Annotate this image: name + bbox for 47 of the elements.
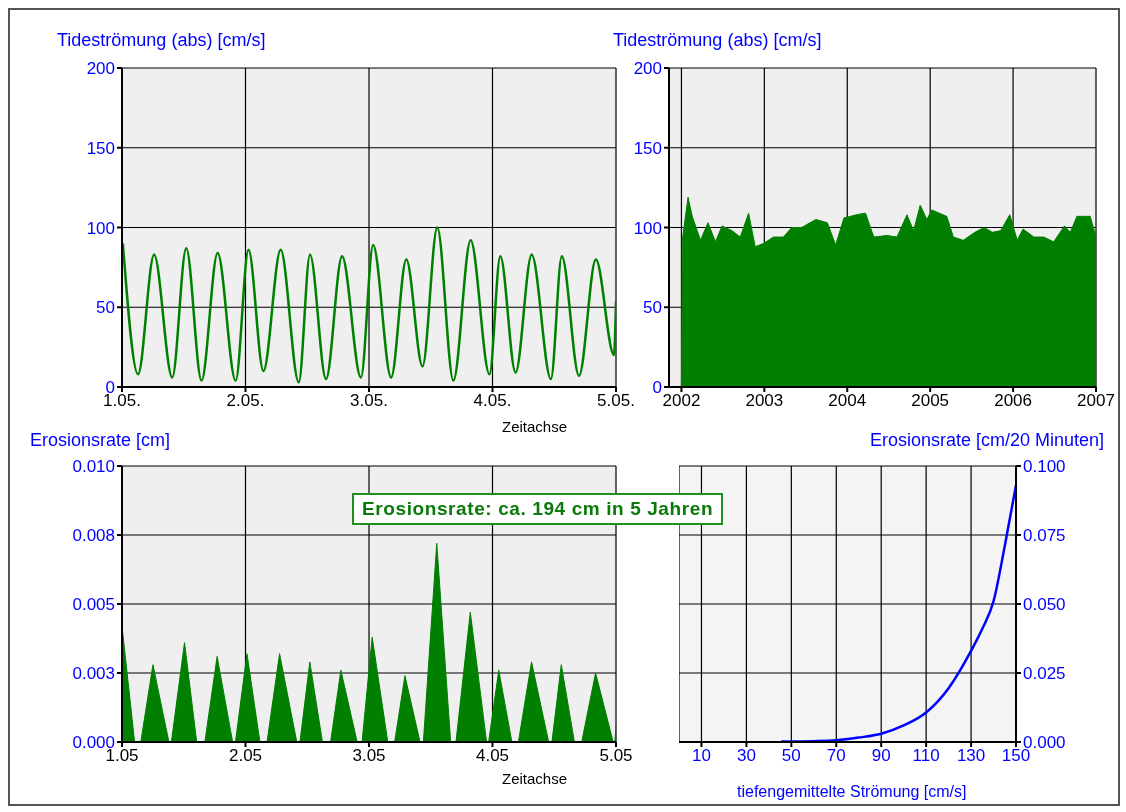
- y-tick-label: 150: [633, 138, 662, 158]
- y2-tick-label: 0.050: [1023, 595, 1066, 615]
- x-tick-label: 2.05: [228, 746, 263, 766]
- x-tick-label: 2006: [994, 391, 1032, 411]
- y-tick-label: 0.008: [72, 526, 115, 546]
- x-tick-label: 2002: [662, 391, 701, 411]
- y-axis-title: Tideströmung (abs) [cm/s]: [57, 30, 266, 51]
- y-tick-label: 200: [86, 59, 115, 79]
- x-tick-label: 5.05: [599, 746, 633, 766]
- x-axis-title: Zeitachse: [502, 770, 568, 787]
- y-axis-title: Erosionsrate [cm]: [30, 430, 171, 451]
- annotation: Erosionsrate: ca. 194 cm in 5 Jahren: [352, 493, 724, 525]
- x-tick-label: 5.05.: [597, 391, 635, 411]
- x-axis-title: Zeitachse: [502, 418, 568, 435]
- y-tick-label: 0.003: [72, 664, 115, 684]
- y-axis-title: Tideströmung (abs) [cm/s]: [613, 30, 822, 51]
- x-tick-label: 90: [871, 746, 891, 766]
- x-tick-label: 30: [736, 746, 756, 766]
- y-tick-label: 50: [96, 298, 115, 318]
- line-series: [779, 484, 1016, 742]
- y-tick-label: 0.010: [72, 457, 115, 477]
- y-tick-label: 100: [86, 218, 115, 238]
- y-tick-label: 150: [86, 138, 115, 158]
- y-tick-label: 100: [633, 218, 662, 238]
- y2-axis-title: Erosionsrate [cm/20 Minuten]: [869, 430, 1104, 451]
- x-tick-label: 4.05: [475, 746, 510, 766]
- x-tick-label: 70: [826, 746, 846, 766]
- x-tick-label: 10: [692, 746, 711, 766]
- x-tick-label: 2007: [1077, 391, 1115, 411]
- y2-tick-label: 0.075: [1023, 526, 1066, 546]
- x-tick-label: 2004: [828, 391, 867, 411]
- x-tick-label: 3.05: [352, 746, 386, 766]
- x-tick-label: 3.05.: [350, 391, 388, 411]
- y2-tick-label: 0.025: [1023, 664, 1066, 684]
- y2-tick-label: 0.100: [1023, 457, 1066, 477]
- y-tick-label: 0: [652, 378, 662, 398]
- x-tick-label: 50: [781, 746, 801, 766]
- y-tick-label: 200: [633, 59, 662, 79]
- x-tick-label: 4.05.: [473, 391, 512, 411]
- x-tick-label: 130: [956, 746, 986, 766]
- x-tick-label: 110: [912, 746, 940, 766]
- y-tick-label: 50: [643, 298, 662, 318]
- x-tick-label: 2.05.: [226, 391, 265, 411]
- y-tick-label: 0.005: [72, 595, 115, 615]
- x-axis-title: tiefengemittelte Strömung [cm/s]: [737, 783, 967, 801]
- x-tick-label: 2003: [745, 391, 784, 411]
- x-tick-label: 2005: [911, 391, 950, 411]
